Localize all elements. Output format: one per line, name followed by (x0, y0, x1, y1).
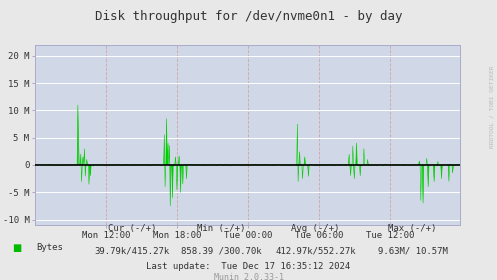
Text: Avg (-/+): Avg (-/+) (291, 224, 340, 233)
Text: Last update:  Tue Dec 17 16:35:12 2024: Last update: Tue Dec 17 16:35:12 2024 (147, 262, 350, 271)
Text: Min (-/+): Min (-/+) (197, 224, 246, 233)
Text: Max (-/+): Max (-/+) (388, 224, 437, 233)
Text: Bytes: Bytes (36, 243, 63, 252)
Text: 9.63M/ 10.57M: 9.63M/ 10.57M (378, 246, 447, 255)
Text: Cur (-/+): Cur (-/+) (107, 224, 156, 233)
Text: Munin 2.0.33-1: Munin 2.0.33-1 (214, 273, 283, 280)
Text: Disk throughput for /dev/nvme0n1 - by day: Disk throughput for /dev/nvme0n1 - by da… (95, 10, 402, 23)
Text: ■: ■ (12, 243, 22, 253)
Text: RRDTOOL / TOBI OETIKER: RRDTOOL / TOBI OETIKER (490, 65, 495, 148)
Text: 39.79k/415.27k: 39.79k/415.27k (94, 246, 169, 255)
Text: 412.97k/552.27k: 412.97k/552.27k (275, 246, 356, 255)
Text: 858.39 /300.70k: 858.39 /300.70k (181, 246, 261, 255)
